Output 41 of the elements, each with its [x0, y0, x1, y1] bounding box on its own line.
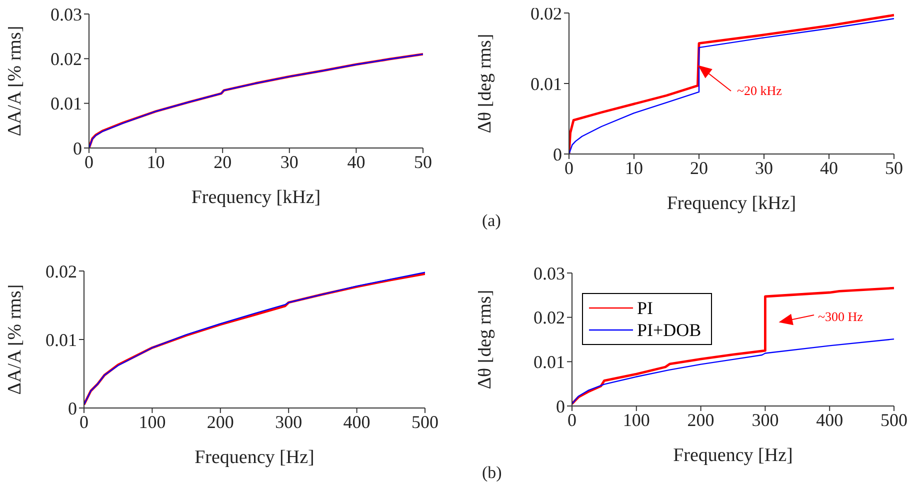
x-tick-label: 50 — [414, 152, 432, 172]
x-tick-label: 100 — [138, 412, 166, 432]
y-tick-label: 0.03 — [534, 263, 565, 284]
x-tick-label: 500 — [412, 412, 438, 432]
x-axis-title: Frequency [Hz] — [673, 445, 793, 466]
x-axis-title: Frequency [kHz] — [666, 193, 796, 214]
legend-label: PI — [637, 297, 654, 319]
x-axis-title: Frequency [kHz] — [191, 187, 321, 208]
y-tick-label: 0.02 — [50, 49, 82, 70]
y-tick-label: 0.01 — [534, 352, 565, 372]
x-axis-title: Frequency [Hz] — [194, 447, 314, 468]
x-tick-label: 30 — [755, 158, 773, 178]
x-tick-label: 400 — [816, 410, 844, 430]
x-tick-label: 300 — [752, 410, 779, 430]
x-tick-label: 20 — [214, 152, 232, 172]
text: (b) — [482, 463, 502, 482]
annotation: ~20 kHz — [737, 83, 782, 98]
x-tick-label: 100 — [622, 410, 650, 430]
y-tick-label: 0.01 — [50, 94, 82, 114]
y-tick-label: 0.01 — [46, 330, 77, 350]
y-tick-label: 0.01 — [530, 74, 562, 94]
y-tick-label: 0.03 — [50, 4, 82, 24]
y-tick-label: 0 — [73, 138, 82, 158]
y-tick-label: 0 — [556, 396, 565, 416]
x-tick-label: 40 — [347, 152, 366, 172]
y-tick-label: 0.02 — [46, 261, 77, 282]
x-tick-label: 50 — [885, 158, 903, 178]
x-tick-label: 500 — [880, 410, 908, 430]
x-tick-label: 40 — [820, 158, 838, 178]
x-tick-label: 10 — [625, 158, 643, 178]
x-tick-label: 10 — [146, 152, 165, 172]
x-tick-label: 30 — [280, 152, 298, 172]
x-tick-label: 200 — [687, 410, 714, 430]
legend-label: PI+DOB — [637, 319, 702, 341]
annotation: ~300 Hz — [818, 309, 864, 324]
x-tick-label: 300 — [275, 412, 302, 432]
y-tick-label: 0.02 — [534, 308, 565, 328]
x-tick-label: 400 — [343, 412, 370, 432]
x-tick-label: 200 — [206, 412, 234, 432]
text: (a) — [482, 211, 501, 230]
x-tick-label: 20 — [690, 158, 708, 178]
